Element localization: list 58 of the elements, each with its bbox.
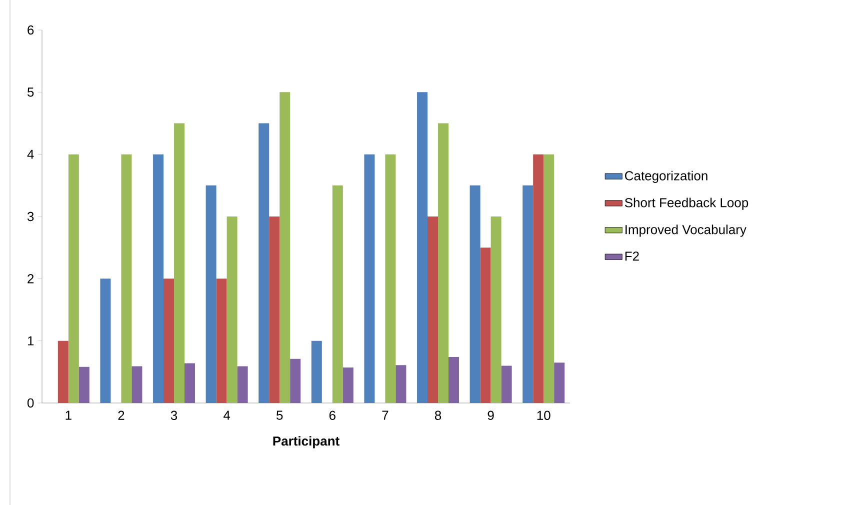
bar <box>216 278 227 403</box>
bar <box>184 363 196 403</box>
x-tick-label: 3 <box>170 410 178 420</box>
y-tick-label: 4 <box>27 150 34 159</box>
legend-label: Short Feedback Loop <box>624 198 748 210</box>
bar <box>132 366 142 403</box>
x-tick-label: 1 <box>66 410 72 420</box>
y-tick-label: 0 <box>27 398 34 408</box>
x-tick-label: 5 <box>276 410 283 420</box>
x-tick-label: 4 <box>223 410 230 420</box>
y-tick-label: 3 <box>27 212 34 222</box>
bar <box>290 358 301 403</box>
x-tick-label: 9 <box>488 410 494 420</box>
x-tick-label: 6 <box>329 410 336 420</box>
bar <box>428 216 438 403</box>
bar <box>68 154 79 403</box>
legend-label: F2 <box>625 252 639 261</box>
x-tick-label: 7 <box>382 410 388 420</box>
bar <box>280 92 290 403</box>
bar <box>174 123 185 403</box>
bar <box>121 154 132 403</box>
bar <box>226 216 238 403</box>
bar <box>237 366 248 403</box>
bar <box>554 362 565 403</box>
bar <box>501 366 512 403</box>
legend-label: Categorization <box>625 170 708 183</box>
x-axis-title: Participant <box>273 436 340 448</box>
bar <box>396 365 406 403</box>
bar <box>490 216 502 403</box>
bar <box>78 366 90 403</box>
bar <box>533 154 544 403</box>
bar <box>206 185 216 403</box>
y-tick-label: 6 <box>28 25 34 35</box>
legend-label: Improved Vocabulary <box>626 224 746 237</box>
bar <box>342 368 354 403</box>
bar <box>470 185 480 403</box>
bar <box>522 185 534 403</box>
bar <box>417 92 428 403</box>
bar <box>385 154 396 403</box>
bar <box>100 278 111 403</box>
x-tick-label: 10 <box>537 410 550 420</box>
bar <box>448 356 459 403</box>
bar <box>544 154 554 403</box>
bar <box>311 340 322 403</box>
bar <box>269 216 280 403</box>
x-tick-label: 2 <box>118 410 124 420</box>
bar <box>438 123 448 403</box>
bar <box>164 278 174 403</box>
y-tick-label: 2 <box>28 274 34 284</box>
bar <box>364 154 375 403</box>
bar <box>153 154 164 403</box>
bar <box>258 123 270 403</box>
y-tick-label: 5 <box>27 88 34 97</box>
bar <box>58 340 68 403</box>
bar <box>480 248 491 403</box>
y-tick-label: 1 <box>28 336 34 346</box>
x-tick-label: 8 <box>434 410 442 420</box>
bar <box>332 185 343 403</box>
